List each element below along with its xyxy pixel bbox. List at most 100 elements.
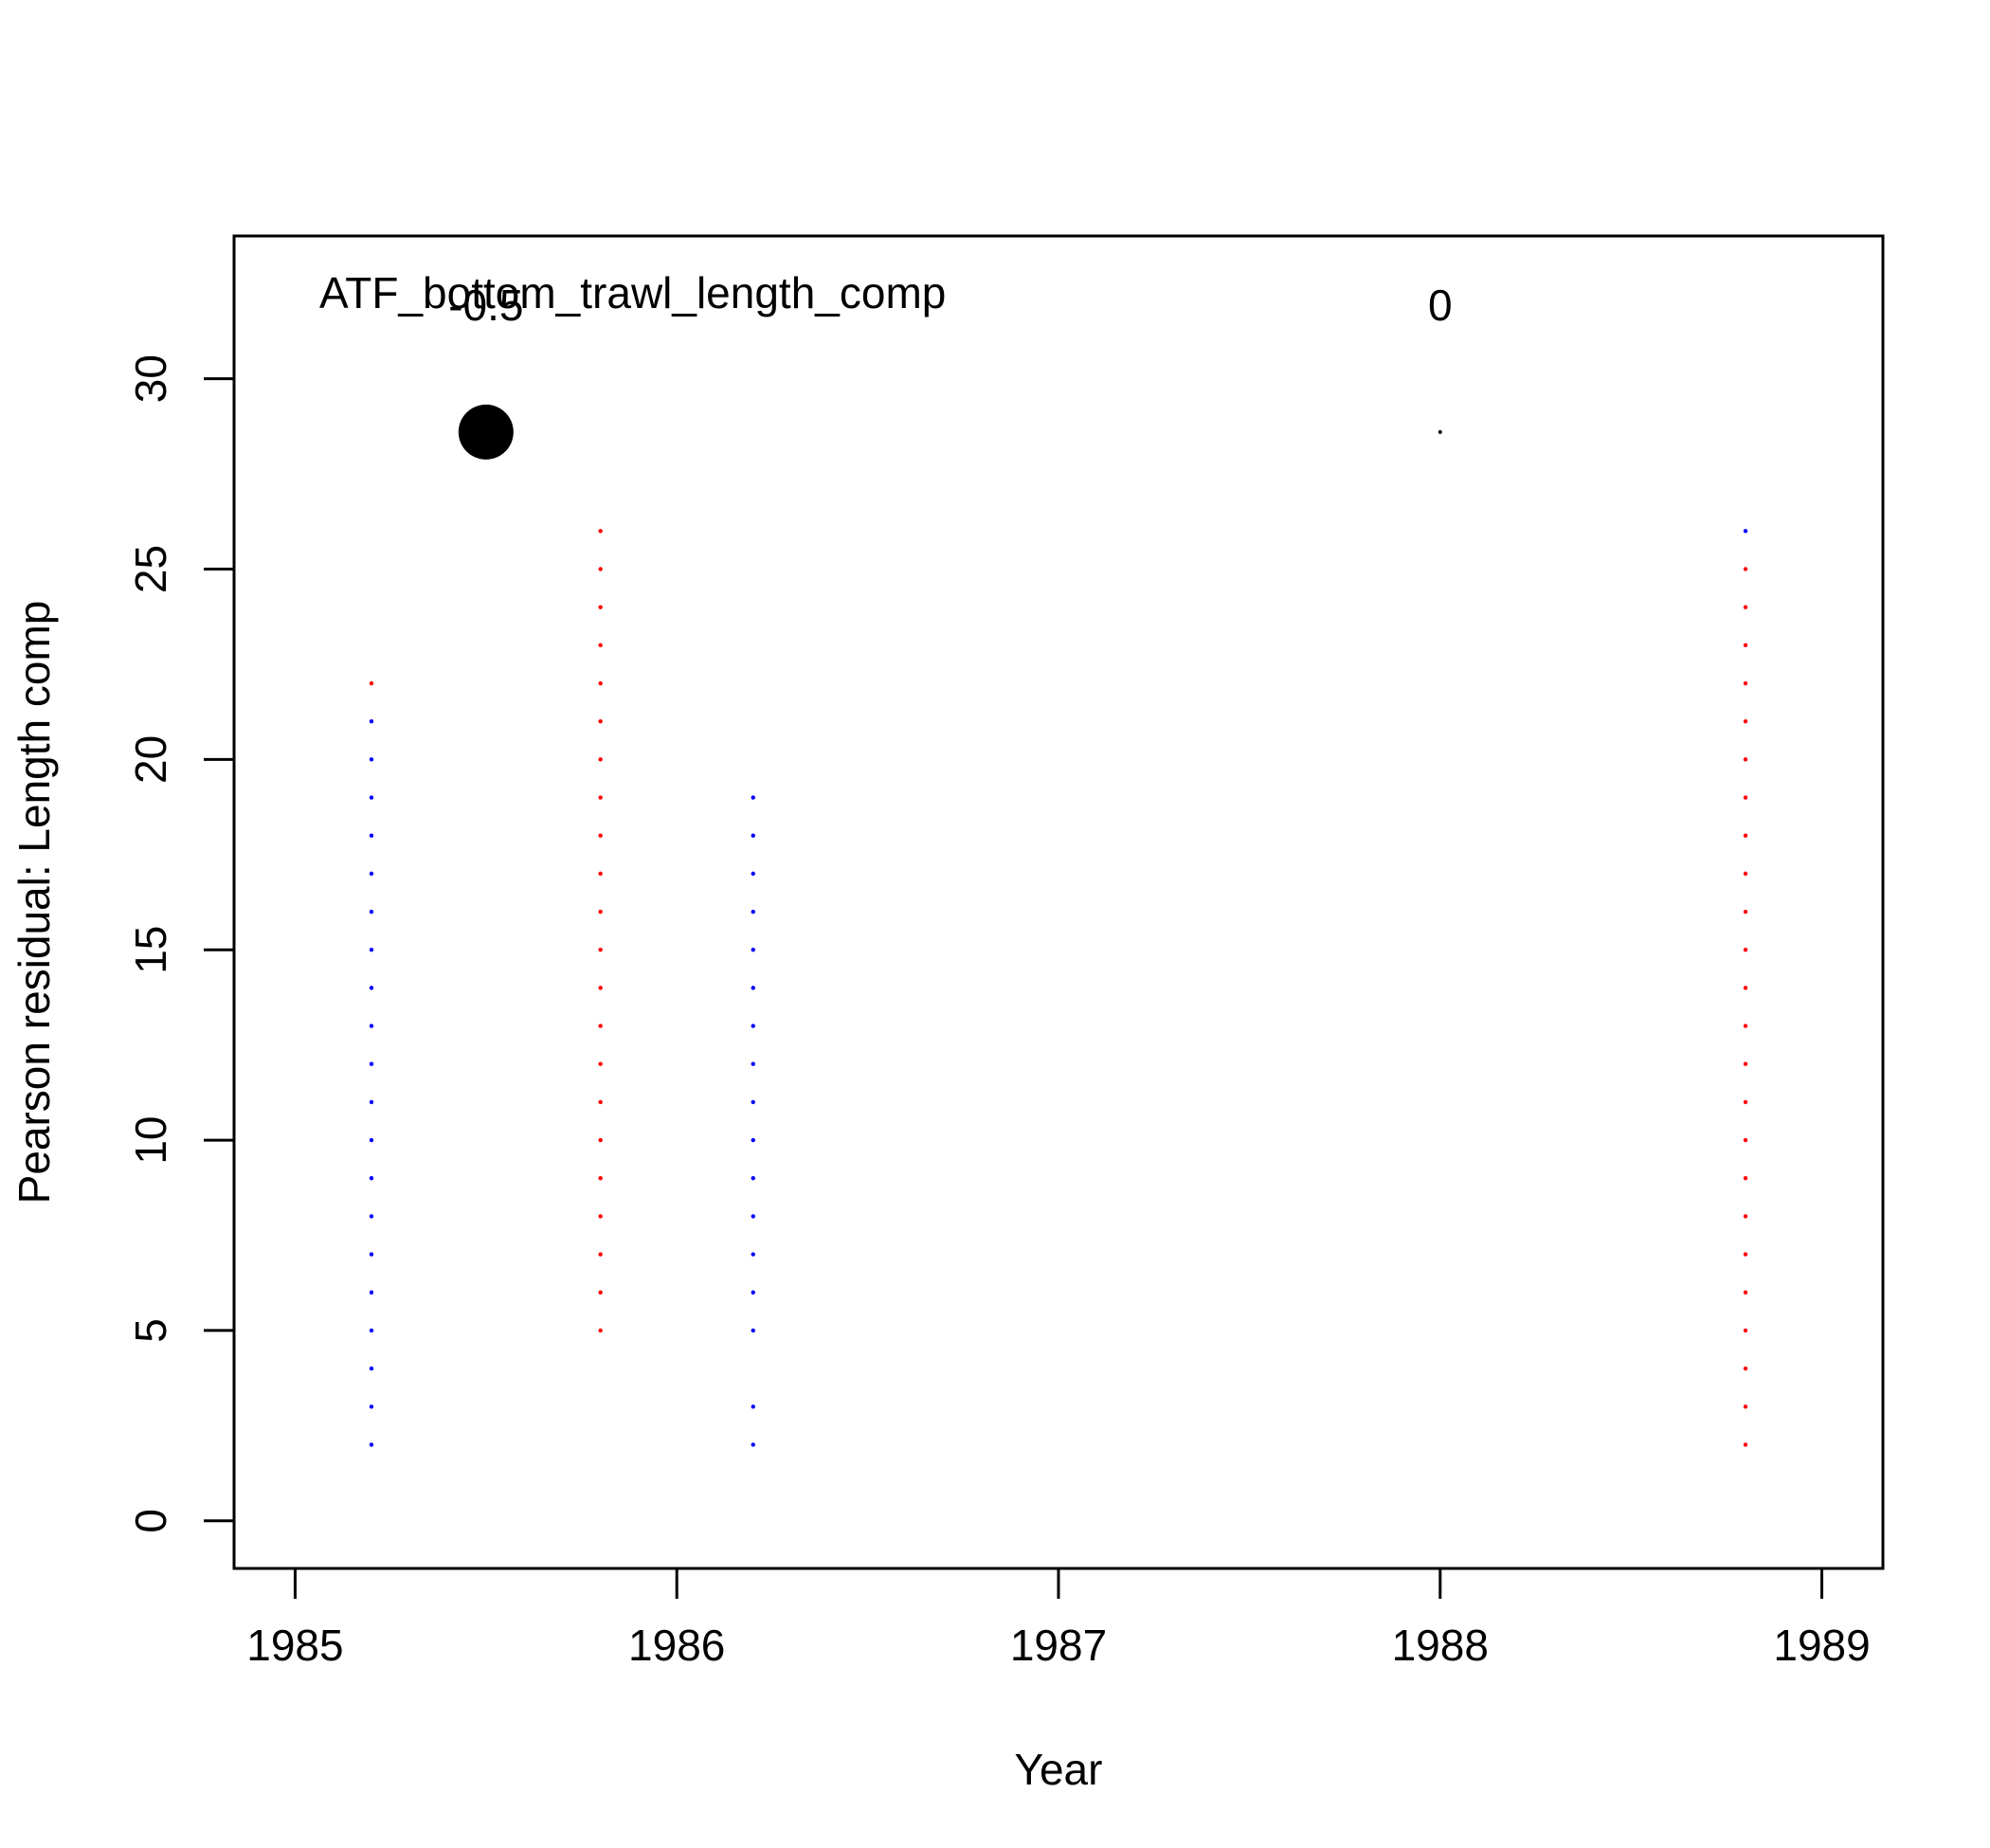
- positive-residual-point: [751, 1137, 755, 1143]
- y-tick-label: 5: [126, 1318, 175, 1343]
- negative-residual-point: [598, 1024, 603, 1028]
- negative-residual-point: [598, 1176, 603, 1181]
- chart-title: ATF_bottom_trawl_length_comp: [319, 268, 946, 317]
- positive-residual-point: [369, 1404, 374, 1409]
- positive-residual-point: [369, 1442, 374, 1447]
- positive-residual-point: [751, 871, 755, 877]
- positive-residual-point: [751, 1442, 755, 1447]
- residual-points: [369, 529, 1748, 1447]
- positive-residual-point: [369, 986, 374, 990]
- negative-residual-point: [598, 567, 603, 571]
- negative-residual-point: [1743, 757, 1748, 762]
- positive-residual-point: [751, 1061, 755, 1066]
- negative-residual-point: [598, 1328, 603, 1333]
- y-tick-label: 30: [126, 354, 175, 403]
- positive-residual-point: [751, 909, 755, 915]
- negative-residual-point: [598, 1214, 603, 1219]
- negative-residual-point: [598, 680, 603, 686]
- negative-residual-point: [598, 909, 603, 915]
- positive-residual-point: [369, 1328, 374, 1333]
- negative-residual-point: [598, 1099, 603, 1105]
- negative-residual-point: [1743, 871, 1748, 877]
- negative-residual-point: [1743, 1061, 1748, 1066]
- positive-residual-point: [751, 1328, 755, 1333]
- negative-residual-point: [598, 718, 603, 724]
- positive-residual-point: [369, 1366, 374, 1371]
- negative-residual-point: [1743, 1290, 1748, 1295]
- positive-residual-point: [369, 757, 374, 762]
- legend: -0.5 0: [448, 281, 1453, 460]
- y-tick-label: 20: [126, 735, 175, 784]
- positive-residual-point: [369, 1099, 374, 1105]
- negative-residual-point: [598, 529, 603, 534]
- positive-residual-point: [1743, 529, 1748, 534]
- negative-residual-point: [598, 643, 603, 648]
- positive-residual-point: [369, 1176, 374, 1181]
- x-tick-label: 1987: [1010, 1621, 1107, 1670]
- negative-residual-point: [1743, 567, 1748, 571]
- negative-residual-point: [598, 1137, 603, 1143]
- y-axis-label: Pearson residual: Length comp: [9, 601, 59, 1205]
- positive-residual-point: [751, 1404, 755, 1409]
- positive-residual-point: [369, 833, 374, 838]
- negative-residual-point: [598, 833, 603, 838]
- negative-residual-point: [1743, 1099, 1748, 1105]
- y-tick-label: 15: [126, 926, 175, 974]
- x-axis-label: Year: [1015, 1745, 1103, 1794]
- positive-residual-point: [369, 795, 374, 800]
- negative-residual-point: [598, 1061, 603, 1066]
- positive-residual-point: [751, 1024, 755, 1028]
- positive-residual-point: [369, 1214, 374, 1219]
- negative-residual-point: [598, 605, 603, 609]
- negative-residual-point: [1743, 1252, 1748, 1257]
- positive-residual-point: [751, 1214, 755, 1219]
- negative-residual-point: [1743, 986, 1748, 990]
- negative-residual-point: [598, 795, 603, 800]
- y-tick-label: 10: [126, 1115, 175, 1164]
- negative-residual-point: [598, 1290, 603, 1295]
- negative-residual-point: [598, 757, 603, 762]
- positive-residual-point: [751, 1176, 755, 1181]
- positive-residual-point: [369, 1137, 374, 1143]
- legend-label: 0: [1428, 281, 1453, 330]
- positive-residual-point: [369, 909, 374, 915]
- positive-residual-point: [751, 833, 755, 838]
- positive-residual-point: [751, 1099, 755, 1105]
- negative-residual-point: [1743, 1024, 1748, 1028]
- x-tick-label: 1989: [1773, 1621, 1870, 1670]
- legend-label: -0.5: [448, 281, 523, 330]
- negative-residual-point: [598, 871, 603, 877]
- negative-residual-point: [1743, 833, 1748, 838]
- negative-residual-point: [1743, 1404, 1748, 1409]
- negative-residual-point: [1743, 1328, 1748, 1333]
- negative-residual-point: [1743, 1137, 1748, 1143]
- negative-residual-point: [1743, 1366, 1748, 1371]
- positive-residual-point: [751, 986, 755, 990]
- positive-residual-point: [369, 1024, 374, 1028]
- negative-residual-point: [1743, 1214, 1748, 1219]
- positive-residual-point: [369, 948, 374, 952]
- positive-residual-point: [751, 795, 755, 800]
- y-tick-label: 0: [126, 1509, 175, 1533]
- y-axis: 0 5 10 15 20 25 30: [126, 354, 236, 1533]
- x-tick-label: 1986: [628, 1621, 725, 1670]
- negative-residual-point: [1743, 643, 1748, 648]
- legend-bubble: [458, 404, 514, 460]
- legend-bubble: [1438, 429, 1442, 434]
- positive-residual-point: [751, 1290, 755, 1295]
- positive-residual-point: [369, 871, 374, 877]
- negative-residual-point: [1743, 795, 1748, 800]
- y-tick-label: 25: [126, 545, 175, 593]
- positive-residual-point: [369, 718, 374, 724]
- negative-residual-point: [1743, 1176, 1748, 1181]
- negative-residual-point: [1743, 909, 1748, 915]
- positive-residual-point: [369, 1290, 374, 1295]
- positive-residual-point: [751, 948, 755, 952]
- positive-residual-point: [751, 1252, 755, 1257]
- negative-residual-point: [1743, 948, 1748, 952]
- negative-residual-point: [369, 680, 374, 686]
- x-tick-label: 1985: [246, 1621, 343, 1670]
- negative-residual-point: [1743, 680, 1748, 686]
- x-axis: 1985 1986 1987 1988 1989: [246, 1567, 1871, 1670]
